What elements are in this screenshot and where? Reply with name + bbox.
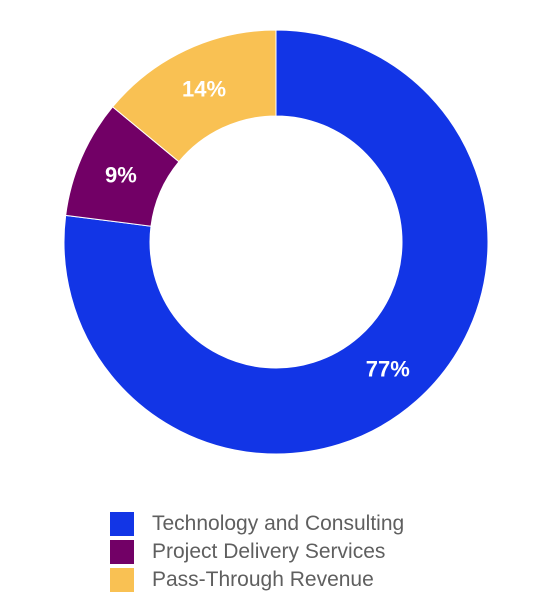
legend-item-technology-and-consulting[interactable]: Technology and Consulting xyxy=(110,510,404,538)
legend-swatch-technology-and-consulting xyxy=(110,512,134,536)
legend-label-pass-through-revenue: Pass-Through Revenue xyxy=(152,568,374,591)
donut-slices xyxy=(63,29,489,455)
slice-technology-and-consulting[interactable] xyxy=(63,29,489,455)
legend-label-technology-and-consulting: Technology and Consulting xyxy=(152,512,405,535)
data-label-pass-through-revenue: 14% xyxy=(182,77,226,102)
legend-swatch-project-delivery-services xyxy=(110,540,134,564)
data-label-project-delivery-services: 9% xyxy=(105,162,137,187)
chart-legend: Technology and Consulting Project Delive… xyxy=(110,510,404,594)
legend-label-project-delivery-services: Project Delivery Services xyxy=(152,540,386,563)
legend-item-project-delivery-services[interactable]: Project Delivery Services xyxy=(110,538,404,566)
slice-pass-through-revenue[interactable] xyxy=(111,29,277,163)
data-label-technology-and-consulting: 77% xyxy=(366,356,410,381)
legend-item-pass-through-revenue[interactable]: Pass-Through Revenue xyxy=(110,566,404,594)
legend-swatch-pass-through-revenue xyxy=(110,568,134,592)
donut-data-labels: 77% 9% 14% xyxy=(105,77,410,382)
